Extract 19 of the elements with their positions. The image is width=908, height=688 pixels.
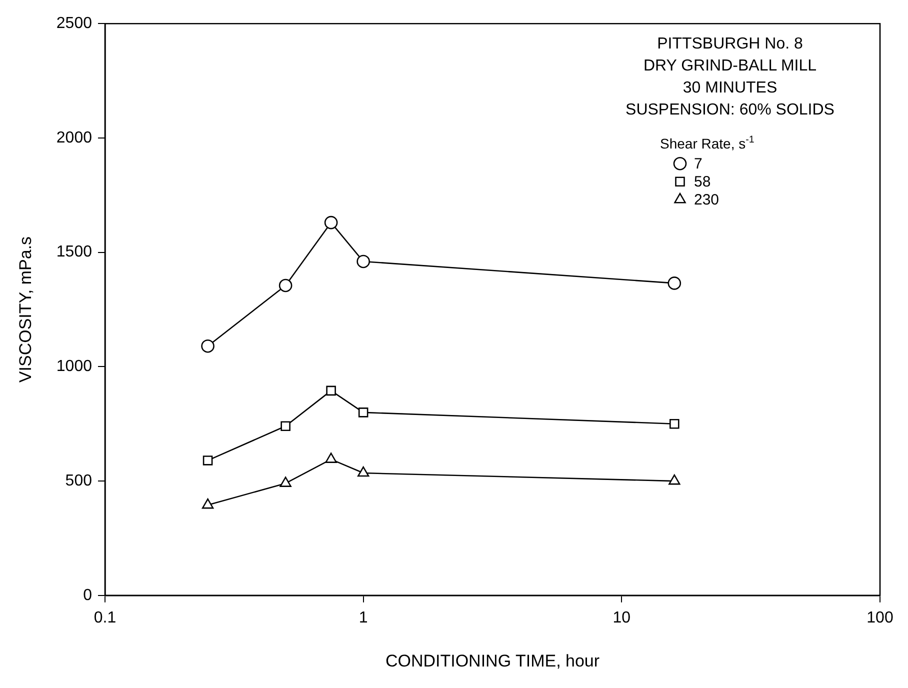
y-tick-label: 1000: [56, 358, 92, 376]
annotation: PITTSBURGH No. 8: [657, 36, 803, 53]
x-tick-label: 1: [358, 609, 368, 626]
annotation: DRY GRIND-BALL MILL: [643, 58, 817, 75]
legend-label: 58: [694, 174, 711, 191]
y-tick-label: 2000: [56, 129, 92, 146]
x-axis-title: CONDITIONING TIME, hour: [385, 651, 600, 670]
annotation: 30 MINUTES: [682, 80, 778, 97]
y-tick-label: 0: [83, 586, 92, 604]
x-tick-label: 100: [866, 609, 894, 626]
y-tick-label: 500: [65, 472, 92, 490]
y-tick-label: 2500: [56, 15, 92, 32]
annotation: SUSPENSION: 60% SOLIDS: [626, 102, 834, 119]
y-axis-title: VISCOSITY, mPa.s: [16, 236, 35, 383]
x-tick-label: 10: [612, 609, 631, 626]
legend-label: 230: [694, 192, 720, 209]
x-tick-label: 0.1: [94, 609, 116, 626]
y-tick-label: 1500: [56, 244, 92, 261]
legend-label: 7: [694, 156, 702, 173]
